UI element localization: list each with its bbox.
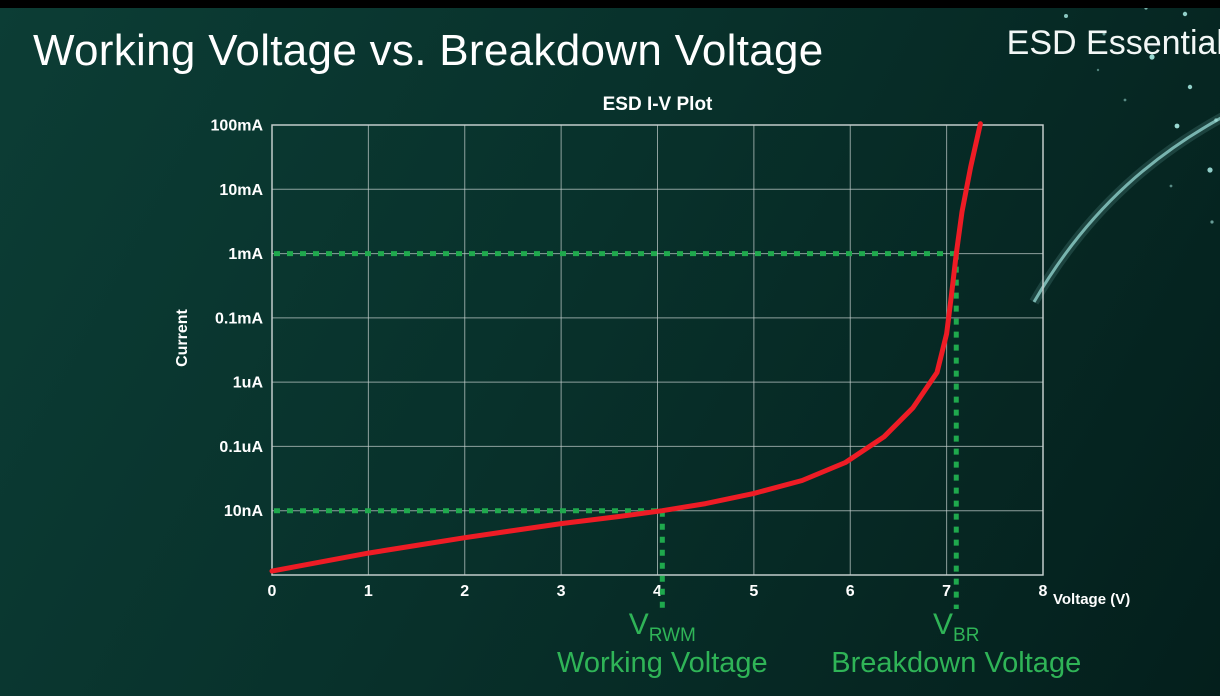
plot-border: [271, 124, 1044, 576]
top-letterbox-bar: [0, 0, 1220, 8]
y-tick-label: 10mA: [219, 182, 263, 199]
x-axis-label: Voltage (V): [1053, 591, 1131, 608]
x-tick-label: 4: [653, 583, 662, 600]
slide-title: Working Voltage vs. Breakdown Voltage: [33, 26, 824, 75]
vrwm-symbol-subscript: RWM: [648, 625, 696, 646]
x-tick-label: 2: [460, 583, 469, 600]
sparkle-dots: [1064, 6, 1218, 224]
annotation-breakdown-voltage: VBR Breakdown Voltage: [831, 609, 1082, 679]
vrwm-caption: Working Voltage: [556, 646, 768, 679]
x-tick-label: 6: [846, 583, 855, 600]
swoosh-curve: [1032, 116, 1220, 303]
annotation-working-voltage: VRWM Working Voltage: [556, 609, 768, 679]
y-tick-label: 100mA: [211, 118, 264, 135]
y-tick-label: 0.1mA: [215, 310, 263, 327]
vrwm-symbol: VRWM: [557, 609, 768, 646]
x-tick-label: 5: [749, 583, 758, 600]
vbr-symbol-subscript: BR: [953, 625, 980, 646]
brand-wordmark: ESD Essential: [1006, 24, 1220, 62]
x-tick-label: 8: [1039, 583, 1048, 600]
x-tick-label: 1: [364, 583, 373, 600]
vbr-symbol: VBR: [831, 609, 1081, 646]
vbr-caption: Breakdown Voltage: [831, 646, 1082, 679]
x-tick-label: 7: [942, 583, 951, 600]
chart-title: ESD I-V Plot: [602, 94, 713, 115]
x-tick-label: 0: [268, 583, 277, 600]
vrwm-symbol-letter: V: [628, 608, 649, 641]
vbr-symbol-letter: V: [933, 608, 954, 641]
iv-curve: [269, 121, 983, 574]
y-tick-label: 0.1uA: [219, 439, 263, 456]
x-tick-label: 3: [557, 583, 566, 600]
y-tick-label: 1uA: [233, 375, 264, 392]
y-tick-label: 1mA: [228, 246, 263, 263]
y-tick-label: 10nA: [224, 503, 264, 520]
